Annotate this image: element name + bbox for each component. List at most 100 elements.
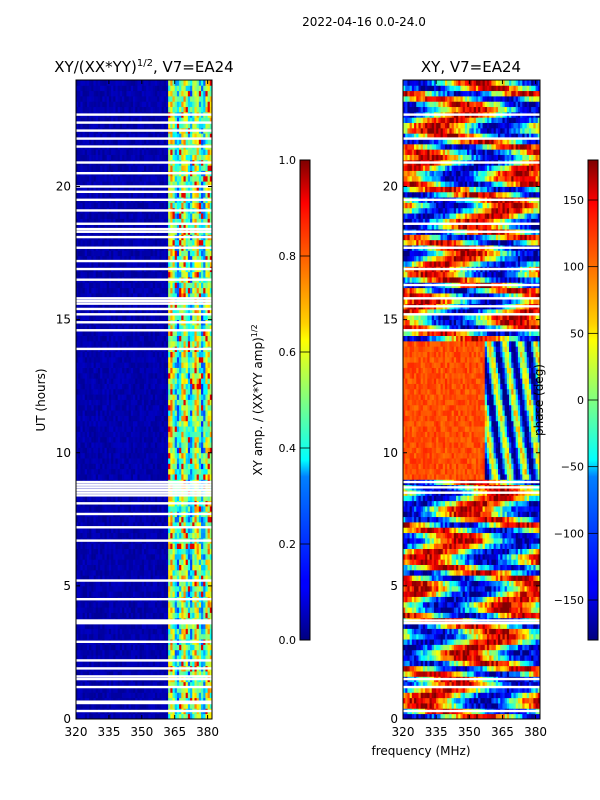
heatmap-cell xyxy=(93,559,97,565)
heatmap-cell xyxy=(157,495,160,502)
heatmap-cell xyxy=(152,404,156,411)
heatmap-cell xyxy=(102,378,105,384)
heatmap-cell xyxy=(203,713,206,719)
heatmap-cell xyxy=(196,362,200,368)
heatmap-cell xyxy=(201,394,204,400)
heatmap-cell xyxy=(124,623,127,629)
heatmap-cell xyxy=(205,575,209,581)
heatmap-cell xyxy=(78,521,81,528)
heatmap-cell xyxy=(95,351,99,358)
heatmap-cell xyxy=(106,591,110,597)
heatmap-cell xyxy=(201,431,204,438)
heatmap-cell xyxy=(104,628,108,635)
heatmap-cell xyxy=(95,474,99,480)
heatmap-cell xyxy=(80,575,83,581)
heatmap-cell xyxy=(176,553,180,560)
heatmap-cell xyxy=(163,660,167,667)
heatmap-cell xyxy=(198,607,202,613)
heatmap-cell xyxy=(201,575,204,581)
heatmap-cell xyxy=(84,521,88,528)
heatmap-cell xyxy=(97,442,101,448)
heatmap-cell xyxy=(130,340,134,347)
heatmap-cell xyxy=(141,655,145,661)
heatmap-cell xyxy=(144,468,147,475)
heatmap-cell xyxy=(165,575,169,581)
heatmap-cell xyxy=(163,324,167,331)
heatmap-cell xyxy=(95,633,99,640)
heatmap-cell xyxy=(168,692,171,699)
heatmap-cell xyxy=(86,713,90,719)
heatmap-cell xyxy=(102,431,105,438)
heatmap-cell xyxy=(203,458,206,464)
heatmap-cell xyxy=(139,388,143,395)
heatmap-cell xyxy=(97,351,101,358)
heatmap-cell xyxy=(108,506,112,512)
heatmap-cell xyxy=(154,420,158,427)
heatmap-cell xyxy=(205,548,209,555)
heatmap-cell xyxy=(95,564,99,571)
heatmap-cell xyxy=(86,367,90,374)
heatmap-cell xyxy=(165,293,169,299)
heatmap-cell xyxy=(106,356,110,363)
heatmap-cell xyxy=(133,442,136,448)
heatmap-cell xyxy=(179,607,182,613)
heatmap-cell xyxy=(172,692,176,699)
heatmap-cell xyxy=(209,591,212,597)
heatmap-cell xyxy=(95,580,99,587)
heatmap-cell xyxy=(130,314,134,321)
heatmap-cell xyxy=(163,628,167,635)
heatmap-cell xyxy=(176,474,180,480)
heatmap-cell xyxy=(198,458,202,464)
heatmap-cell xyxy=(146,687,149,693)
heatmap-cell xyxy=(179,447,182,454)
heatmap-cell xyxy=(190,703,193,709)
heatmap-cell xyxy=(95,356,99,363)
heatmap-cell xyxy=(89,394,92,400)
heatmap-cell xyxy=(108,628,112,635)
heatmap-cell xyxy=(106,527,110,534)
heatmap-cell xyxy=(141,399,145,406)
heatmap-cell xyxy=(192,330,195,336)
heatmap-cell xyxy=(203,468,206,475)
heatmap-cell xyxy=(165,607,169,613)
heatmap-cell xyxy=(82,287,86,294)
heatmap-cell xyxy=(170,591,173,597)
heatmap-cell xyxy=(86,644,90,651)
heatmap-cell xyxy=(111,692,114,699)
heatmap-cell xyxy=(126,308,130,315)
heatmap-cell xyxy=(124,362,127,368)
heatmap-cell xyxy=(130,687,134,693)
heatmap-cell xyxy=(190,431,193,438)
heatmap-cell xyxy=(82,612,86,619)
heatmap-cell xyxy=(117,458,121,464)
heatmap-cell xyxy=(152,330,156,336)
heatmap-cell xyxy=(146,607,149,613)
heatmap-cell xyxy=(159,692,162,699)
heatmap-cell xyxy=(117,569,121,576)
heatmap-cell xyxy=(89,601,92,608)
heatmap-cell xyxy=(93,287,97,294)
heatmap-cell xyxy=(113,293,116,299)
heatmap-cell xyxy=(97,324,101,331)
heatmap-cell xyxy=(146,585,149,592)
heatmap-cell xyxy=(194,521,198,528)
heatmap-cell xyxy=(115,442,119,448)
heatmap-cell xyxy=(117,559,121,565)
heatmap-cell xyxy=(176,452,180,459)
heatmap-cell xyxy=(139,293,143,299)
heatmap-cell xyxy=(209,660,212,667)
heatmap-cell xyxy=(185,324,189,331)
heatmap-cell xyxy=(209,553,212,560)
heatmap-cell xyxy=(146,569,149,576)
heatmap-cell xyxy=(91,607,94,613)
heatmap-cell xyxy=(91,378,94,384)
heatmap-cell xyxy=(89,649,92,656)
heatmap-cell xyxy=(82,543,86,549)
heatmap-cell xyxy=(194,495,198,502)
heatmap-cell xyxy=(190,644,193,651)
heatmap-cell xyxy=(209,681,212,688)
heatmap-cell xyxy=(126,585,130,592)
heatmap-cell xyxy=(141,607,145,613)
heatmap-cell xyxy=(91,692,94,699)
heatmap-cell xyxy=(170,362,173,368)
